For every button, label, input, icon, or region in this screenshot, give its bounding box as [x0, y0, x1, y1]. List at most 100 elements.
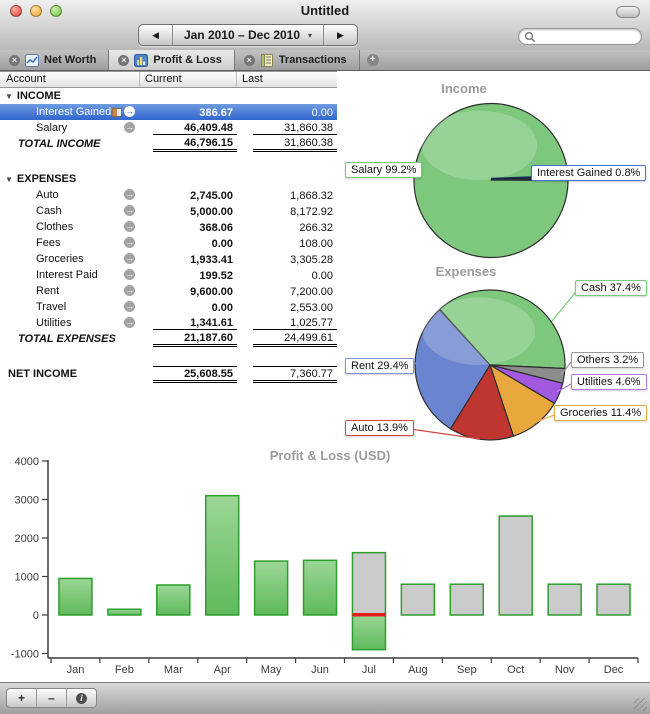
- table-row-cash[interactable]: Cash → 5,000.00 8,172.92: [0, 203, 337, 219]
- bar-projected-dec: [596, 583, 631, 616]
- account-name: Cash: [36, 205, 62, 217]
- account-name: TOTAL INCOME: [18, 138, 101, 150]
- drilldown-arrow-icon[interactable]: →: [124, 189, 135, 200]
- toolbar-toggle-button[interactable]: [616, 6, 640, 18]
- bar-projected-aug: [400, 583, 436, 616]
- account-name: Auto: [36, 189, 59, 201]
- close-tab-icon[interactable]: ×: [118, 54, 130, 66]
- month-label: Jun: [311, 664, 329, 676]
- callout-utilities: Utilities 4.6%: [571, 374, 647, 390]
- drilldown-arrow-icon[interactable]: →: [124, 253, 135, 264]
- current-value: 386.67: [199, 106, 233, 119]
- tab-label: Transactions: [278, 54, 347, 66]
- month-label: Jan: [67, 664, 85, 676]
- close-tab-icon[interactable]: ×: [243, 54, 255, 66]
- table-row-interest-gained[interactable]: Interest Gained → 386.67 0.00: [0, 104, 337, 120]
- tab-transactions[interactable]: × Transactions: [235, 50, 360, 70]
- info-icon: i: [76, 692, 87, 704]
- tab-bar: × Net Worth × Profit & Loss ×: [0, 50, 650, 71]
- callout-salary: Salary 99.2%: [345, 162, 423, 178]
- column-header-account[interactable]: Account: [0, 72, 140, 87]
- chevron-down-icon: ▾: [308, 30, 313, 40]
- callout-leader-line: [551, 292, 576, 322]
- resize-grip[interactable]: [634, 698, 647, 711]
- drilldown-arrow-icon[interactable]: →: [124, 106, 135, 117]
- close-tab-icon[interactable]: ×: [9, 54, 20, 66]
- current-value: 25,608.55: [153, 365, 237, 383]
- table-row-groceries[interactable]: Groceries → 1,933.41 3,305.28: [0, 251, 337, 267]
- date-range-button[interactable]: Jan 2010 – Dec 2010 ▾: [172, 25, 324, 45]
- table-row-rent[interactable]: Rent → 9,600.00 7,200.00: [0, 283, 337, 299]
- add-account-button[interactable]: +: [7, 689, 37, 707]
- info-button[interactable]: i: [67, 689, 96, 707]
- drilldown-arrow-icon[interactable]: →: [124, 269, 135, 280]
- callout-leader-line: [535, 414, 555, 423]
- table-row-salary[interactable]: Salary → 46,409.48 31,860.38: [0, 120, 337, 136]
- table-row-total-income[interactable]: TOTAL INCOME 46,796.15 31,860.38: [0, 136, 337, 152]
- table-row-fees[interactable]: Fees → 0.00 108.00: [0, 235, 337, 251]
- previous-period-button[interactable]: ◀: [152, 29, 159, 40]
- disclosure-triangle-icon[interactable]: ▼: [5, 174, 13, 184]
- tab-net-worth[interactable]: × Net Worth: [0, 50, 110, 70]
- content-area: -1000 0 1000 2000 3000 4000 Jan Feb Mar Apr May Jun…: [0, 71, 650, 682]
- column-header-last[interactable]: Last: [242, 73, 263, 85]
- bar-projected-oct: [498, 515, 533, 616]
- table-row-total-expenses[interactable]: TOTAL EXPENSES 21,187.60 24,499.61: [0, 331, 337, 347]
- column-header-current[interactable]: Current: [140, 72, 237, 87]
- table-row-expenses[interactable]: ▼ EXPENSES: [0, 171, 337, 187]
- last-value: 8,172.92: [290, 205, 333, 218]
- table-row-clothes[interactable]: Clothes → 368.06 266.32: [0, 219, 337, 235]
- table-row-utilities[interactable]: Utilities → 1,341.61 1,025.77: [0, 315, 337, 331]
- month-label: Oct: [507, 664, 524, 676]
- tab-label: Profit & Loss: [153, 54, 222, 66]
- account-actions: + – i: [6, 688, 97, 708]
- drilldown-arrow-icon[interactable]: →: [124, 237, 135, 248]
- bar-actual-jan: [58, 577, 93, 616]
- table-row-travel[interactable]: Travel → 0.00 2,553.00: [0, 299, 337, 315]
- drilldown-arrow-icon[interactable]: →: [124, 205, 135, 216]
- callout-rent: Rent 29.4%: [345, 358, 415, 374]
- table-row-interest-paid[interactable]: Interest Paid → 199.52 0.00: [0, 267, 337, 283]
- remove-account-button[interactable]: –: [37, 689, 67, 707]
- current-value: 199.52: [199, 269, 233, 282]
- last-value: 1,025.77: [253, 316, 337, 330]
- date-range-control: ◀ Jan 2010 – Dec 2010 ▾ ▶: [138, 24, 358, 46]
- drilldown-arrow-icon[interactable]: →: [124, 221, 135, 232]
- last-value: 7,360.77: [253, 365, 337, 383]
- table-row-income[interactable]: ▼ INCOME: [0, 88, 337, 104]
- disclosure-triangle-icon[interactable]: ▼: [5, 91, 13, 101]
- last-value: 24,499.61: [253, 331, 337, 347]
- titlebar[interactable]: Untitled: [0, 0, 650, 22]
- last-value: 108.00: [299, 237, 333, 250]
- close-window-button[interactable]: [10, 5, 22, 17]
- zoom-window-button[interactable]: [50, 5, 62, 17]
- table-row-auto[interactable]: Auto → 2,745.00 1,868.32: [0, 187, 337, 203]
- pie-sheen: [421, 110, 538, 180]
- minimize-window-button[interactable]: [30, 5, 42, 17]
- drilldown-arrow-icon[interactable]: →: [124, 122, 135, 133]
- drilldown-arrow-icon[interactable]: →: [124, 301, 135, 312]
- search-field: [518, 28, 642, 45]
- drilldown-arrow-icon[interactable]: →: [124, 317, 135, 328]
- pie-slice-salary: [413, 102, 569, 259]
- last-value: 0.00: [311, 269, 333, 282]
- current-value: 9,600.00: [190, 285, 233, 298]
- callout-leader-line: [409, 428, 481, 440]
- table-header: Account Current Last: [0, 71, 337, 88]
- current-value: 21,187.60: [153, 331, 237, 347]
- account-name: NET INCOME: [8, 368, 78, 380]
- table-row-net-income[interactable]: NET INCOME 25,608.55 7,360.77: [0, 365, 337, 383]
- month-label: Apr: [214, 664, 231, 676]
- search-input[interactable]: [536, 29, 641, 44]
- add-tab-button[interactable]: +: [360, 50, 386, 70]
- current-value: 46,796.15: [153, 136, 237, 152]
- tab-profit-loss[interactable]: × Profit & Loss: [109, 50, 235, 70]
- next-period-button[interactable]: ▶: [337, 29, 344, 40]
- current-value: 2,745.00: [190, 189, 233, 202]
- month-label: Dec: [604, 664, 624, 676]
- account-name: Fees: [36, 237, 61, 249]
- last-value: 0.00: [311, 106, 333, 119]
- account-name: EXPENSES: [16, 173, 77, 185]
- drilldown-arrow-icon[interactable]: →: [124, 285, 135, 296]
